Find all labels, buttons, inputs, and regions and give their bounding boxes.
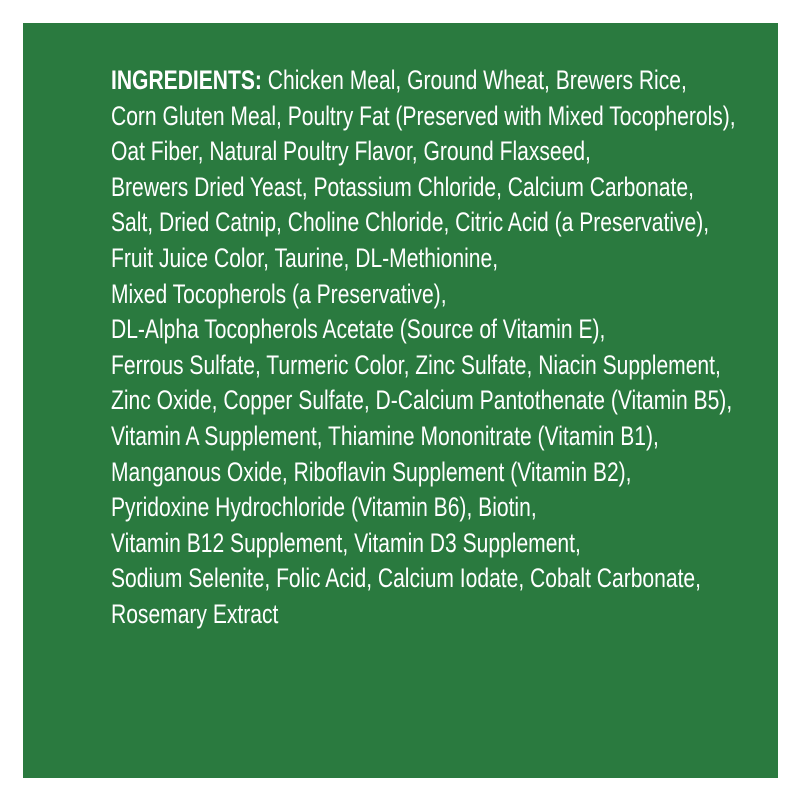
ingredient-line-text: Chicken Meal, Ground Wheat, Brewers Rice… bbox=[267, 65, 687, 95]
ingredient-line: Sodium Selenite, Folic Acid, Calcium Iod… bbox=[111, 563, 701, 594]
ingredient-line: Pyridoxine Hydrochloride (Vitamin B6), B… bbox=[111, 492, 537, 523]
ingredients-text: INGREDIENTS: Chicken Meal, Ground Wheat,… bbox=[111, 63, 736, 633]
ingredient-line: Zinc Oxide, Copper Sulfate, D-Calcium Pa… bbox=[111, 385, 733, 416]
ingredient-line: Corn Gluten Meal, Poultry Fat (Preserved… bbox=[111, 100, 736, 131]
ingredient-line: Oat Fiber, Natural Poultry Flavor, Groun… bbox=[111, 136, 591, 167]
ingredient-line: Brewers Dried Yeast, Potassium Chloride,… bbox=[111, 171, 694, 202]
ingredients-heading: INGREDIENTS: bbox=[111, 65, 262, 95]
ingredient-line: Rosemary Extract bbox=[111, 598, 279, 629]
ingredient-line: Ferrous Sulfate, Turmeric Color, Zinc Su… bbox=[111, 349, 721, 380]
ingredients-panel: INGREDIENTS: Chicken Meal, Ground Wheat,… bbox=[23, 23, 778, 778]
ingredient-line: Salt, Dried Catnip, Choline Chloride, Ci… bbox=[111, 207, 710, 238]
ingredient-line: Fruit Juice Color, Taurine, DL-Methionin… bbox=[111, 242, 499, 273]
ingredient-line: DL-Alpha Tocopherols Acetate (Source of … bbox=[111, 314, 606, 345]
ingredient-line: Vitamin B12 Supplement, Vitamin D3 Suppl… bbox=[111, 527, 581, 558]
ingredient-line: Vitamin A Supplement, Thiamine Mononitra… bbox=[111, 420, 659, 451]
ingredient-line: Manganous Oxide, Riboflavin Supplement (… bbox=[111, 456, 632, 487]
ingredient-line: Mixed Tocopherols (a Preservative), bbox=[111, 278, 447, 309]
ingredient-line: INGREDIENTS: Chicken Meal, Ground Wheat,… bbox=[111, 63, 736, 99]
